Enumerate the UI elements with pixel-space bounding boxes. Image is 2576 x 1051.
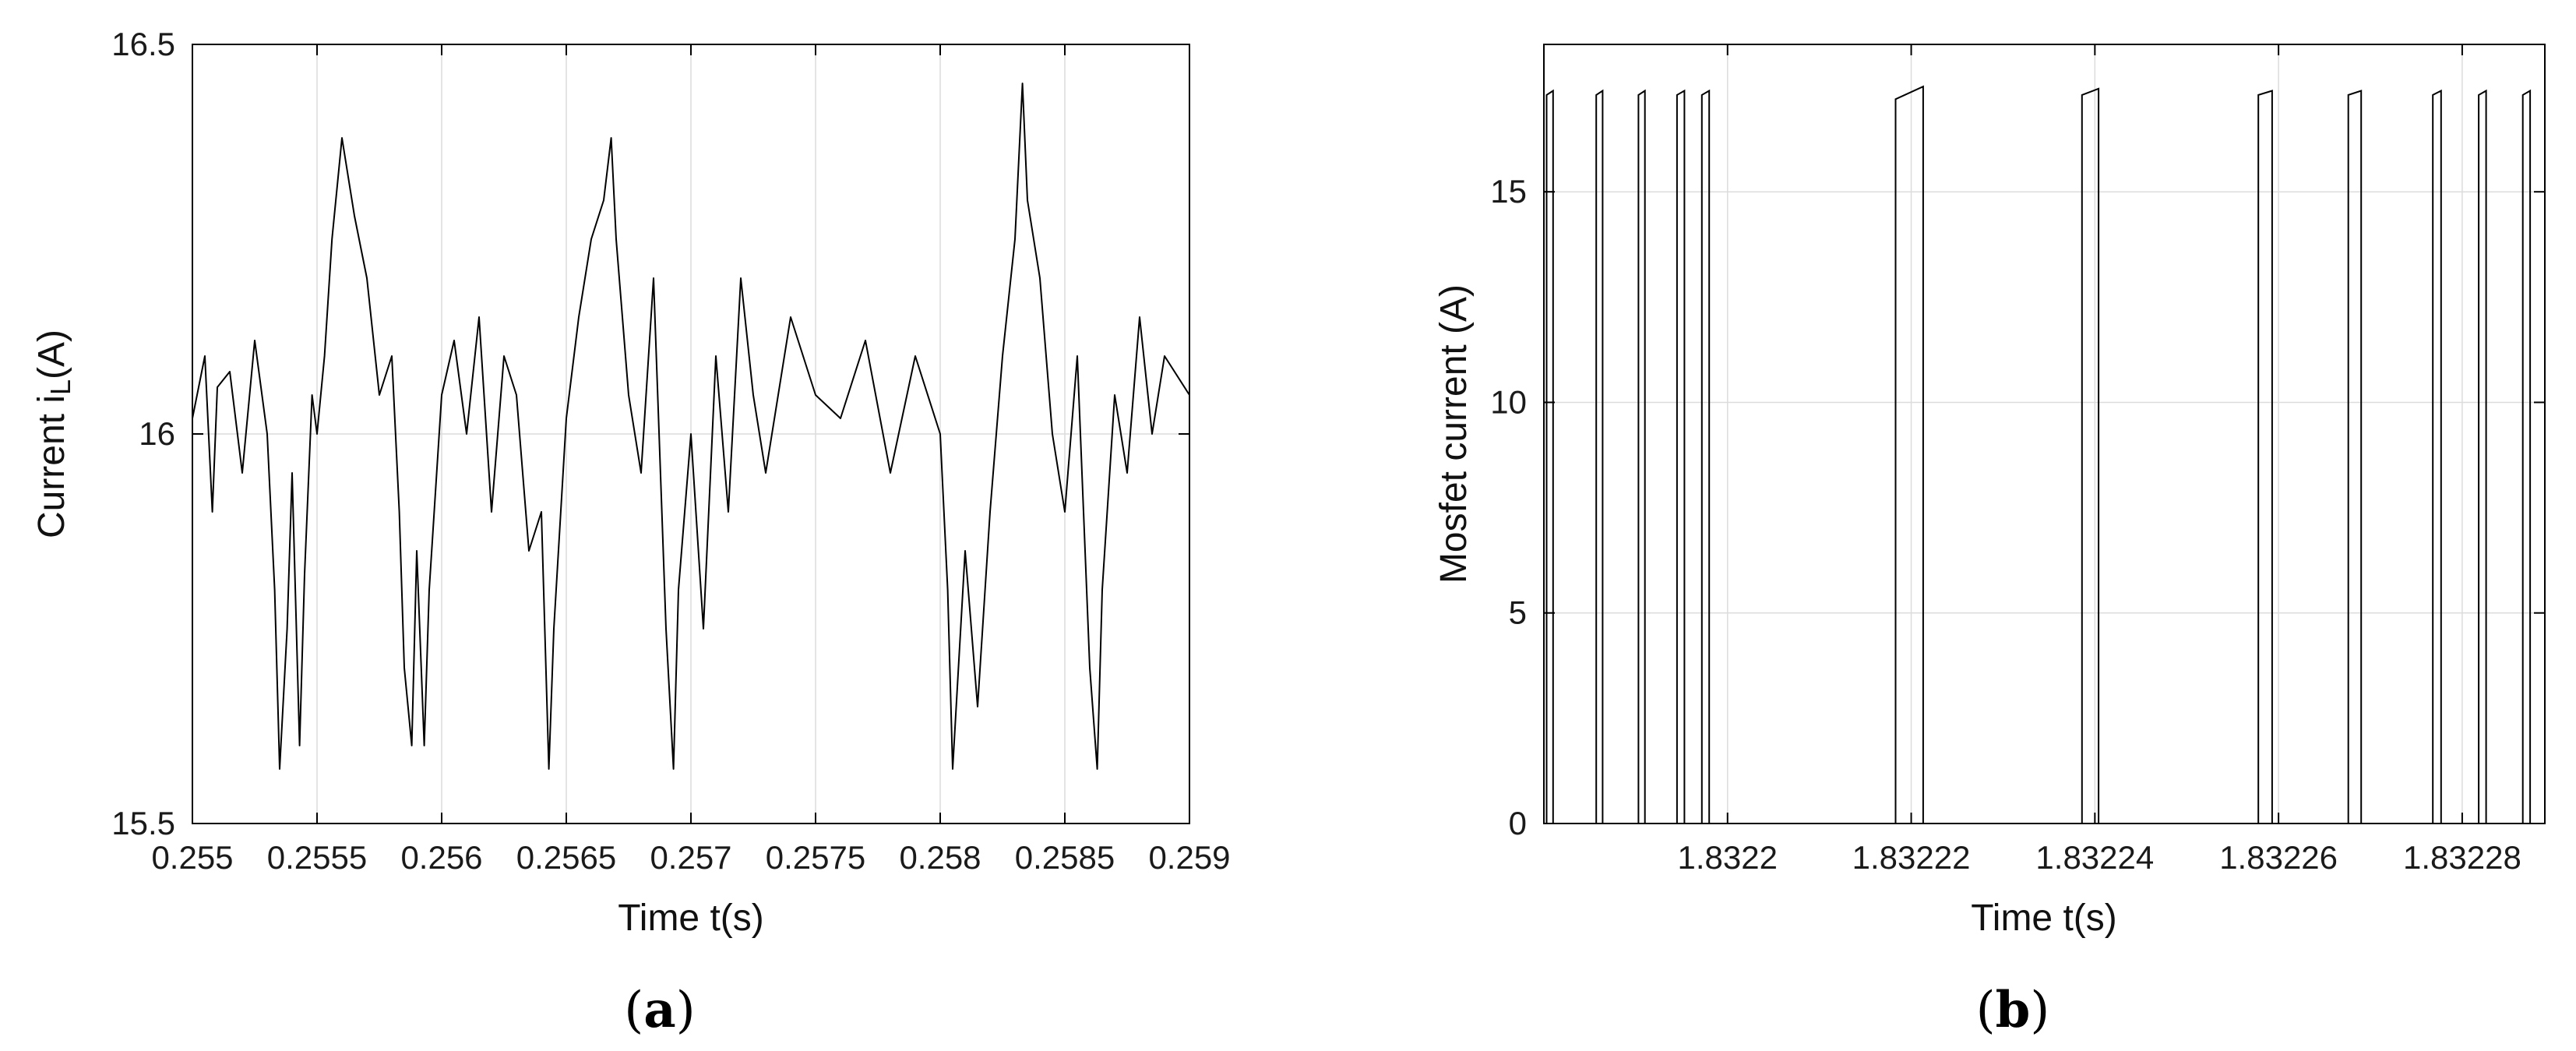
- panel-a-y-axis-label: Current iL(A): [31, 330, 76, 538]
- panel-a: 0.255 0.2555 0.256 0.2565 0.257 0.2575 0.258 0.…: [31, 26, 1231, 1039]
- panel-b-y-tick-label: 5: [1509, 594, 1527, 631]
- panel-b-x-tick-label: 1.8322: [1678, 839, 1778, 876]
- panel-a-y-axis-label-main: Current i: [31, 395, 72, 538]
- panel-b-x-tick-label: 1.83224: [2035, 839, 2154, 876]
- panel-a-x-tick-label: 0.2555: [267, 839, 367, 876]
- panel-a-y-axis-label-unit: (A): [31, 330, 72, 379]
- panel-a-y-tick-label: 16.5: [111, 26, 175, 62]
- panel-b-frame: [1543, 44, 2546, 824]
- panel-b-x-tick-label: 1.83228: [2403, 839, 2521, 876]
- panel-b-y-tick-label: 15: [1490, 173, 1527, 210]
- panel-b: 1.8322 1.83222 1.83224 1.83226 1.83228 0 5 10 1…: [1433, 44, 2546, 1039]
- panel-a-x-tick-label: 0.2575: [766, 839, 865, 876]
- panel-b-y-tick-label: 10: [1490, 383, 1527, 420]
- panel-b-x-tick-label: 1.83222: [1852, 839, 1971, 876]
- panel-a-trace-line: [192, 83, 1190, 770]
- panel-b-y-tick-label: 0: [1509, 805, 1527, 841]
- panel-b-x-axis-label: Time t(s): [1971, 898, 2117, 939]
- panel-a-x-axis-label: Time t(s): [618, 898, 764, 939]
- panel-b-y-ticks: 0 5 10 15: [1490, 173, 2545, 841]
- panel-a-x-tick-label: 0.2565: [516, 839, 616, 876]
- panel-a-x-ticks: 0.255 0.2555 0.256 0.2565 0.257 0.2575 0.258 0.…: [151, 44, 1231, 876]
- panel-a-x-tick-label: 0.259: [1148, 839, 1230, 876]
- panel-a-y-ticks: 15.5 16 16.5: [111, 26, 1189, 841]
- panel-a-x-tick-label: 0.2585: [1015, 839, 1115, 876]
- panel-a-trace-group: [192, 83, 1190, 770]
- panel-b-plot-area: [1544, 44, 2545, 824]
- panel-a-y-tick-label: 16: [139, 415, 175, 452]
- panel-b-caption: (b): [1976, 981, 2050, 1039]
- panel-a-y-tick-label: 15.5: [111, 805, 175, 841]
- panel-b-x-tick-label: 1.83226: [2219, 839, 2338, 876]
- panel-a-x-tick-label: 0.255: [151, 839, 233, 876]
- panel-a-caption: (a): [624, 981, 695, 1039]
- panel-a-x-tick-label: 0.257: [650, 839, 731, 876]
- panel-a-x-tick-label: 0.256: [400, 839, 482, 876]
- panel-b-caption-letter: b: [1996, 981, 2031, 1039]
- panel-b-x-ticks: 1.8322 1.83222 1.83224 1.83226 1.83228: [1678, 44, 2521, 876]
- panel-a-y-axis-label-subscript: L: [44, 379, 76, 395]
- panel-a-caption-letter: a: [643, 981, 675, 1039]
- panel-b-y-axis-label: Mosfet current (A): [1433, 284, 1475, 584]
- panel-a-x-tick-label: 0.258: [899, 839, 981, 876]
